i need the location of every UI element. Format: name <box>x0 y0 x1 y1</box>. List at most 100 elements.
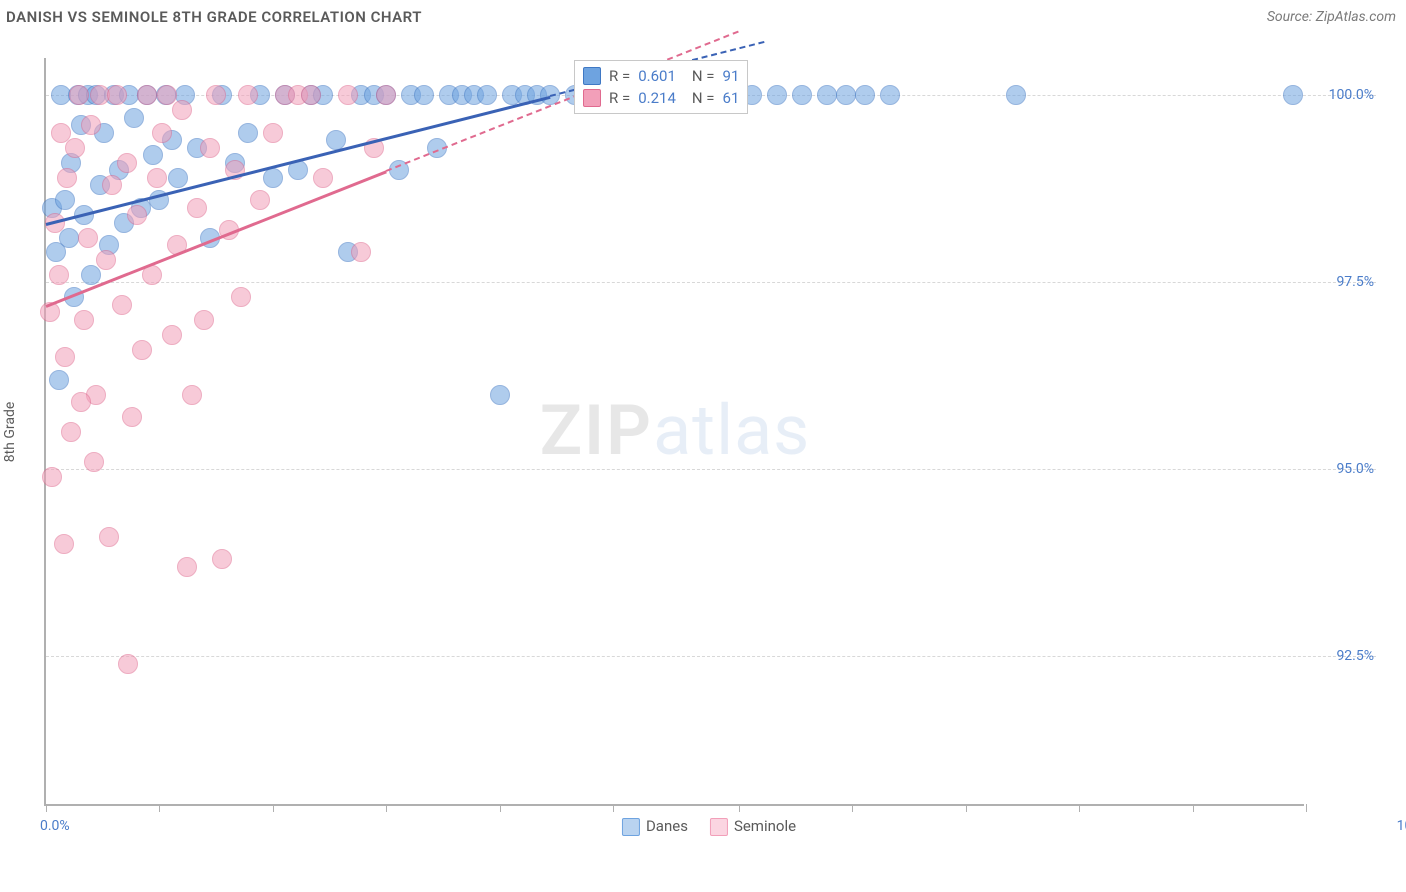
legend-r-label: R = <box>609 89 630 107</box>
gridline <box>46 656 1376 657</box>
scatter-point <box>122 407 142 427</box>
legend-swatch <box>583 67 601 85</box>
x-tick <box>1306 804 1307 812</box>
correlation-legend: R = 0.601 N = 91 R = 0.214 N = 61 <box>574 60 748 114</box>
scatter-point <box>263 123 283 143</box>
scatter-point <box>313 168 333 188</box>
x-tick <box>966 804 967 812</box>
scatter-point <box>96 250 116 270</box>
scatter-point <box>147 168 167 188</box>
scatter-point <box>81 265 101 285</box>
x-axis-max-label: 100.0% <box>1397 818 1406 834</box>
scatter-point <box>49 370 69 390</box>
scatter-point <box>477 85 497 105</box>
scatter-point <box>118 654 138 674</box>
scatter-point <box>880 85 900 105</box>
scatter-point <box>55 190 75 210</box>
scatter-point <box>112 295 132 315</box>
series-legend: Danes Seminole <box>622 817 796 836</box>
y-tick-label: 95.0% <box>1314 461 1374 477</box>
legend-swatch <box>710 818 728 836</box>
legend-label: Danes <box>646 817 688 835</box>
x-tick <box>613 804 614 812</box>
scatter-point <box>414 85 434 105</box>
x-tick <box>159 804 160 812</box>
legend-item: Seminole <box>710 817 796 836</box>
scatter-point <box>42 467 62 487</box>
scatter-point <box>250 190 270 210</box>
legend-n-label: N = <box>692 89 715 107</box>
legend-label: Seminole <box>734 817 796 835</box>
legend-n-value: 61 <box>723 89 740 107</box>
scatter-point <box>69 85 89 105</box>
scatter-point <box>102 175 122 195</box>
scatter-point <box>84 452 104 472</box>
scatter-point <box>212 549 232 569</box>
scatter-point <box>168 168 188 188</box>
scatter-point <box>55 347 75 367</box>
scatter-point <box>65 138 85 158</box>
scatter-point <box>57 168 77 188</box>
scatter-point <box>172 100 192 120</box>
x-tick <box>1193 804 1194 812</box>
scatter-point <box>177 557 197 577</box>
x-tick <box>1079 804 1080 812</box>
scatter-point <box>137 85 157 105</box>
x-tick <box>500 804 501 812</box>
scatter-point <box>376 85 396 105</box>
scatter-point <box>61 422 81 442</box>
scatter-point <box>99 527 119 547</box>
chart-container: 8th Grade ZIPatlas 92.5%95.0%97.5%100.0%… <box>44 58 1374 806</box>
scatter-point <box>49 265 69 285</box>
scatter-point <box>238 85 258 105</box>
scatter-point <box>1283 85 1303 105</box>
scatter-point <box>351 242 371 262</box>
watermark-atlas: atlas <box>653 390 810 472</box>
scatter-point <box>263 168 283 188</box>
scatter-point <box>127 205 147 225</box>
x-tick <box>386 804 387 812</box>
legend-r-value: 0.601 <box>638 67 676 85</box>
scatter-point <box>74 310 94 330</box>
x-tick <box>273 804 274 812</box>
legend-item: Danes <box>622 817 688 836</box>
watermark: ZIPatlas <box>540 390 811 472</box>
scatter-point <box>124 108 144 128</box>
legend-swatch <box>583 89 601 107</box>
watermark-zip: ZIP <box>540 390 653 472</box>
legend-swatch <box>622 818 640 836</box>
scatter-point <box>81 115 101 135</box>
scatter-point <box>59 228 79 248</box>
scatter-point <box>1006 85 1026 105</box>
scatter-point <box>143 145 163 165</box>
scatter-point <box>301 85 321 105</box>
scatter-point <box>54 534 74 554</box>
scatter-point <box>71 392 91 412</box>
y-axis-title: 8th Grade <box>2 402 18 463</box>
scatter-point <box>206 85 226 105</box>
plot-area: ZIPatlas 92.5%95.0%97.5%100.0% <box>44 58 1304 806</box>
x-axis-min-label: 0.0% <box>40 818 70 834</box>
scatter-point <box>194 310 214 330</box>
legend-r-label: R = <box>609 67 630 85</box>
legend-r-value: 0.214 <box>638 89 676 107</box>
legend-row: R = 0.214 N = 61 <box>583 87 739 109</box>
scatter-point <box>162 325 182 345</box>
scatter-point <box>182 385 202 405</box>
legend-n-label: N = <box>692 67 715 85</box>
scatter-point <box>132 340 152 360</box>
x-tick <box>852 804 853 812</box>
scatter-point <box>338 85 358 105</box>
source-label: Source: ZipAtlas.com <box>1267 9 1396 25</box>
x-tick <box>46 804 47 812</box>
scatter-point <box>855 85 875 105</box>
scatter-point <box>107 85 127 105</box>
scatter-point <box>836 85 856 105</box>
chart-title: DANISH VS SEMINOLE 8TH GRADE CORRELATION… <box>6 8 422 26</box>
legend-n-value: 91 <box>723 67 740 85</box>
scatter-point <box>817 85 837 105</box>
gridline <box>46 282 1376 283</box>
scatter-point <box>200 138 220 158</box>
scatter-point <box>231 287 251 307</box>
scatter-point <box>117 153 137 173</box>
